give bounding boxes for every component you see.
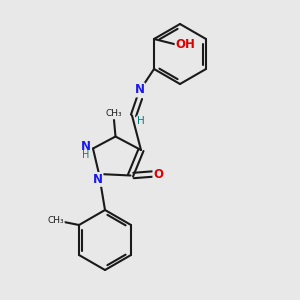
Text: H: H — [82, 150, 89, 160]
Text: H: H — [137, 116, 145, 127]
Text: N: N — [80, 140, 91, 154]
Text: CH₃: CH₃ — [48, 216, 64, 225]
Text: N: N — [92, 173, 103, 186]
Text: O: O — [153, 167, 164, 181]
Text: N: N — [134, 83, 145, 97]
Text: OH: OH — [176, 38, 196, 52]
Text: CH₃: CH₃ — [106, 109, 122, 118]
